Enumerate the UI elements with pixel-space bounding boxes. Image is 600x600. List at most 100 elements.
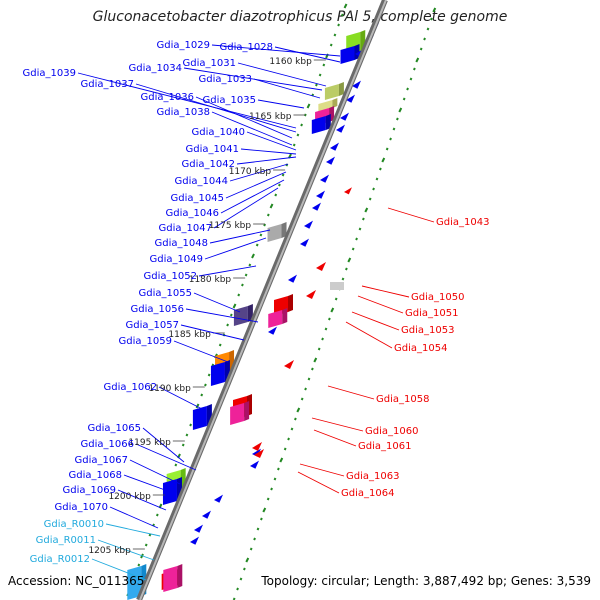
tick-mark	[189, 423, 193, 427]
gene-labels: 1160 kbp 1165 kbp 1170 kbp 1175 kbp 1180 kbp…	[23, 40, 490, 565]
label-leader	[225, 171, 287, 199]
tick-mark	[248, 263, 252, 267]
gene-label: Gdia_1047	[159, 223, 212, 234]
label-leader	[185, 308, 259, 323]
gene-arrow	[268, 326, 277, 335]
tick-mark	[148, 533, 152, 537]
gene-label: Gdia_1048	[155, 238, 208, 249]
gene-label: Gdia_1035	[203, 95, 256, 106]
label-leader	[236, 156, 297, 165]
label-leader	[109, 506, 159, 529]
label-leaders	[77, 44, 435, 581]
tick-mark	[242, 567, 246, 571]
label-leader	[220, 179, 285, 214]
gene-label: Gdia_1066	[81, 439, 134, 450]
tick-mark	[144, 543, 148, 547]
tick-mark	[321, 337, 324, 341]
label-leader	[229, 163, 289, 182]
tick-mark	[278, 183, 281, 187]
backbone-highlight	[139, 0, 387, 600]
gene-label: Gdia_1044	[175, 176, 228, 187]
tick-mark	[236, 587, 239, 591]
genome-backbone	[136, 0, 388, 600]
forward-gene	[340, 44, 360, 64]
tick-mark	[276, 467, 280, 471]
gene-label: Gdia_1057	[126, 320, 179, 331]
gene-label: Gdia_1036	[141, 92, 194, 103]
reverse-gene	[230, 401, 250, 425]
label-leader	[77, 72, 297, 129]
gene-arrow	[214, 494, 223, 503]
label-leader	[142, 427, 185, 463]
gene-arrow	[254, 449, 264, 458]
label-leader	[299, 463, 345, 477]
forward-gene	[324, 82, 344, 100]
genome-summary-text: Topology: circular; Length: 3,887,492 bp…	[261, 574, 591, 588]
label-leader	[351, 311, 400, 331]
label-leader	[327, 385, 375, 400]
label-leader	[195, 96, 293, 139]
gene-label: Gdia_1034	[129, 63, 182, 74]
tick-mark	[423, 37, 426, 41]
ruler-label: 1160 kbp	[269, 57, 312, 67]
label-leader	[274, 46, 341, 63]
gene-arrow	[194, 524, 203, 533]
gene-label: Gdia_1028	[220, 42, 273, 53]
label-leader	[313, 429, 357, 447]
tick-mark	[395, 117, 399, 121]
tick-mark	[315, 83, 318, 87]
tick-mark	[229, 313, 233, 317]
gene-label: Gdia_1069	[63, 485, 116, 496]
tick-mark	[334, 297, 338, 301]
rna-label: Gdia_R0010	[44, 519, 104, 530]
tick-mark	[324, 327, 328, 331]
tick-mark	[318, 73, 322, 77]
gene-label: Gdia_1054	[394, 343, 447, 354]
tick-mark	[239, 577, 243, 581]
gene-arrow	[202, 510, 211, 519]
gene-features	[127, 22, 379, 600]
label-leader	[211, 111, 293, 146]
map-title: Gluconacetobacter diazotrophicus PAl 5, …	[92, 9, 508, 25]
gene-arrow	[352, 80, 361, 89]
gene-label: Gdia_1050	[411, 292, 464, 303]
label-leader	[173, 340, 229, 363]
label-leader	[240, 148, 297, 155]
gene-label: Gdia_1067	[75, 455, 128, 466]
label-leader	[123, 474, 177, 495]
tick-mark	[355, 237, 358, 241]
tick-mark	[412, 67, 416, 71]
label-leader	[135, 443, 197, 471]
gene-arrow	[250, 460, 259, 469]
reverse-gene	[330, 282, 344, 290]
tick-mark	[249, 547, 253, 551]
tick-mark	[402, 97, 406, 101]
tick-mark	[174, 463, 178, 467]
label-leader	[211, 44, 341, 57]
gene-arrow	[312, 202, 321, 211]
tick-mark	[226, 323, 230, 327]
tick-mark	[344, 267, 348, 271]
gene-arrow	[190, 536, 199, 545]
gene-arrow	[252, 448, 261, 457]
rna-label: Gdia_R0012	[30, 554, 90, 565]
tick-mark	[274, 193, 278, 197]
gene-arrow	[346, 94, 355, 103]
tick-mark	[300, 123, 304, 127]
gene-label: Gdia_1041	[186, 144, 239, 155]
tick-mark	[327, 317, 331, 321]
tick-mark	[317, 347, 321, 351]
tick-mark	[329, 43, 333, 47]
tick-mark	[429, 17, 433, 21]
gene-label: Gdia_1040	[192, 127, 245, 138]
tick-mark	[432, 7, 437, 13]
gene-label: Gdia_1061	[358, 441, 411, 452]
label-leader	[209, 229, 271, 244]
gene-arrow	[320, 174, 329, 183]
tick-mark	[207, 373, 211, 377]
gene-label: Gdia_1059	[119, 336, 172, 347]
tick-mark	[310, 367, 314, 371]
ruler-label: 1195 kbp	[128, 438, 171, 448]
ruler-label: 1185 kbp	[168, 330, 211, 340]
tick-mark	[195, 403, 200, 409]
